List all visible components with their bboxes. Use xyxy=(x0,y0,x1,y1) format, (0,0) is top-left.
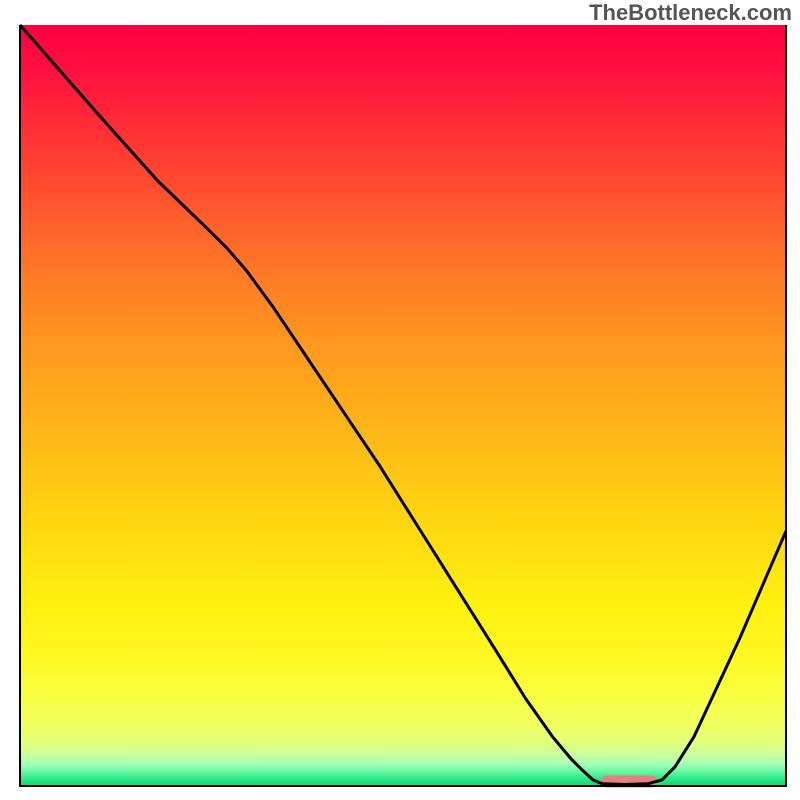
heatmap-background xyxy=(20,25,786,786)
attribution-text: TheBottleneck.com xyxy=(589,0,792,26)
bottleneck-chart: TheBottleneck.com xyxy=(0,0,800,800)
chart-svg xyxy=(0,0,800,800)
